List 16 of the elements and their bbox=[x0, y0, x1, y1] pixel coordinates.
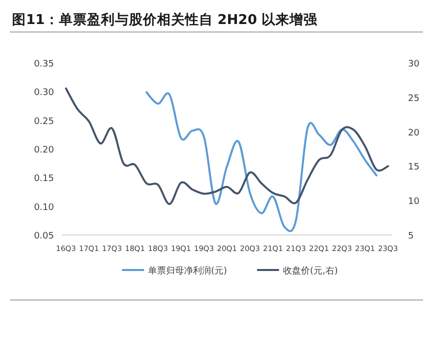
y-tick-label: 0.15 bbox=[34, 174, 54, 184]
y2-tick-label: 15 bbox=[408, 162, 420, 173]
y2-tick-label: 30 bbox=[408, 60, 420, 70]
y2-tick-label: 10 bbox=[408, 197, 420, 208]
y-tick-label: 0.25 bbox=[34, 116, 54, 127]
y-tick-label: 0.30 bbox=[34, 88, 54, 98]
legend-label: 单票归母净利润(元) bbox=[148, 266, 228, 276]
title: 图11：单票盈利与股价相关性自 2H20 以来增强 bbox=[12, 12, 318, 28]
y-tick-label: 0.20 bbox=[34, 146, 54, 156]
y-tick-label: 0.10 bbox=[34, 202, 54, 213]
legend-label: 收盘价(元,右) bbox=[283, 266, 338, 276]
y-tick-label: 0.05 bbox=[34, 232, 54, 242]
y2-tick-label: 25 bbox=[408, 94, 420, 104]
y2-tick-label: 5 bbox=[408, 232, 414, 242]
y-tick-label: 0.35 bbox=[34, 60, 54, 70]
y2-tick-label: 20 bbox=[408, 128, 420, 138]
